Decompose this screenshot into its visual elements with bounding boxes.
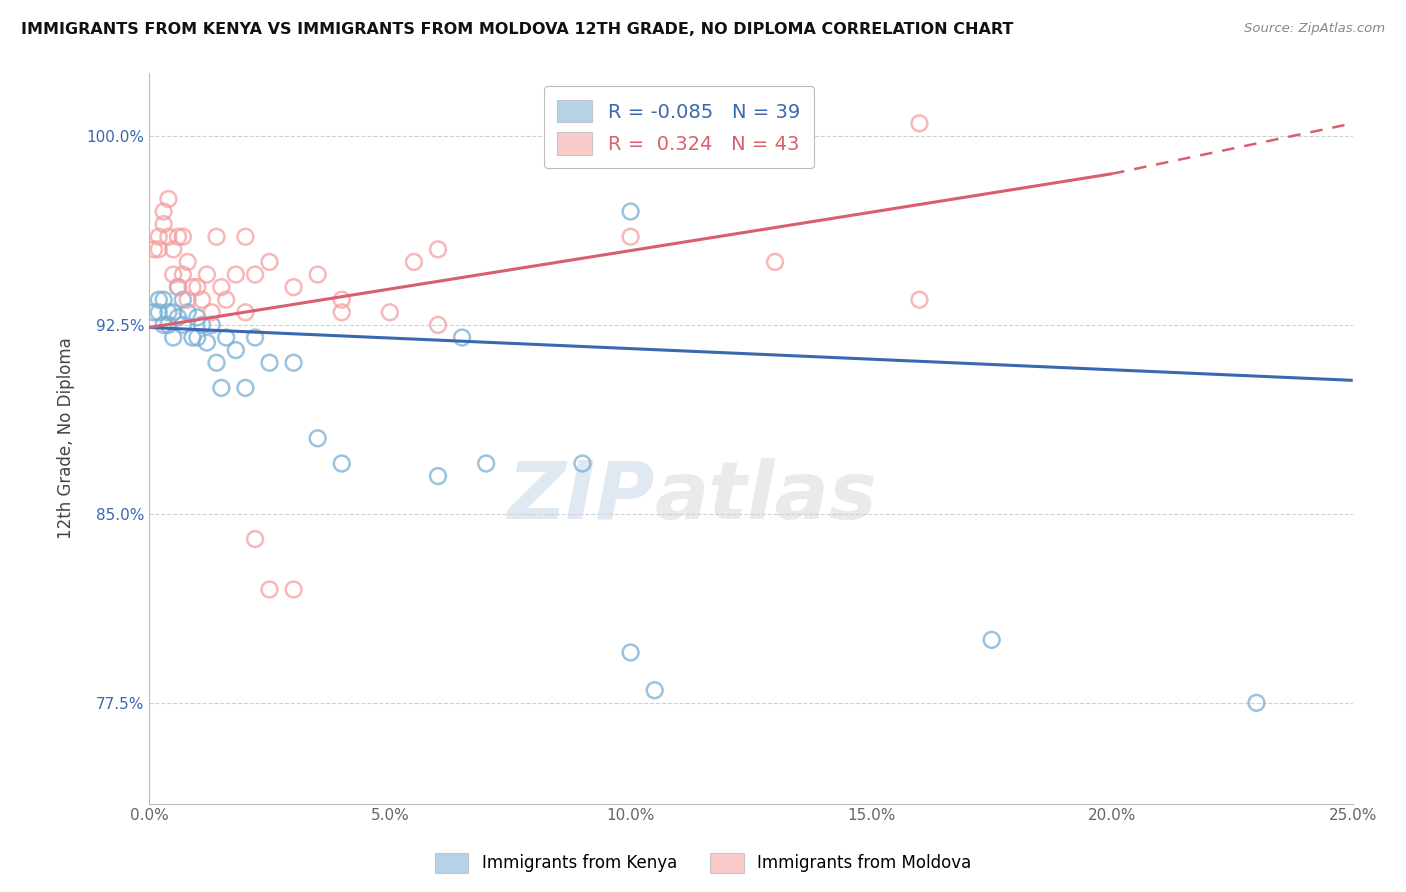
Point bbox=[259, 356, 281, 370]
Point bbox=[172, 229, 194, 244]
Y-axis label: 12th Grade, No Diploma: 12th Grade, No Diploma bbox=[58, 337, 75, 539]
Point bbox=[195, 268, 218, 282]
Point bbox=[451, 330, 474, 344]
Point bbox=[152, 204, 174, 219]
Point bbox=[172, 268, 194, 282]
Point bbox=[172, 293, 194, 307]
Point bbox=[167, 310, 190, 325]
Point bbox=[307, 431, 329, 445]
Point bbox=[259, 255, 281, 269]
Point bbox=[427, 469, 450, 483]
Point bbox=[143, 305, 166, 319]
Point bbox=[620, 645, 643, 659]
Legend: R = -0.085   N = 39, R =  0.324   N = 43: R = -0.085 N = 39, R = 0.324 N = 43 bbox=[544, 87, 814, 169]
Point bbox=[157, 318, 180, 332]
Point bbox=[186, 280, 208, 294]
Point bbox=[181, 330, 204, 344]
Text: IMMIGRANTS FROM KENYA VS IMMIGRANTS FROM MOLDOVA 12TH GRADE, NO DIPLOMA CORRELAT: IMMIGRANTS FROM KENYA VS IMMIGRANTS FROM… bbox=[21, 22, 1014, 37]
Point bbox=[201, 305, 224, 319]
Point bbox=[162, 305, 184, 319]
Point bbox=[908, 293, 931, 307]
Point bbox=[152, 217, 174, 231]
Point bbox=[644, 683, 666, 698]
Point bbox=[176, 305, 198, 319]
Point bbox=[205, 229, 228, 244]
Point bbox=[143, 243, 166, 257]
Point bbox=[330, 293, 353, 307]
Point bbox=[162, 330, 184, 344]
Point bbox=[330, 457, 353, 471]
Point bbox=[162, 243, 184, 257]
Point bbox=[162, 268, 184, 282]
Point bbox=[283, 280, 305, 294]
Point bbox=[330, 305, 353, 319]
Point bbox=[167, 280, 190, 294]
Point bbox=[225, 343, 247, 358]
Point bbox=[427, 243, 450, 257]
Point bbox=[191, 318, 214, 332]
Point bbox=[235, 381, 257, 395]
Point bbox=[980, 632, 1002, 647]
Text: atlas: atlas bbox=[655, 458, 877, 536]
Point bbox=[152, 318, 174, 332]
Point bbox=[148, 293, 170, 307]
Point bbox=[157, 229, 180, 244]
Point bbox=[195, 335, 218, 350]
Point bbox=[172, 318, 194, 332]
Point bbox=[157, 192, 180, 206]
Point bbox=[209, 381, 232, 395]
Point bbox=[148, 243, 170, 257]
Point bbox=[148, 229, 170, 244]
Point bbox=[186, 330, 208, 344]
Point bbox=[620, 204, 643, 219]
Point bbox=[157, 305, 180, 319]
Point bbox=[186, 310, 208, 325]
Point bbox=[176, 255, 198, 269]
Point bbox=[191, 293, 214, 307]
Point bbox=[176, 293, 198, 307]
Point bbox=[205, 356, 228, 370]
Point bbox=[283, 356, 305, 370]
Point bbox=[167, 280, 190, 294]
Point bbox=[307, 268, 329, 282]
Point bbox=[763, 255, 786, 269]
Point bbox=[243, 268, 266, 282]
Point bbox=[235, 305, 257, 319]
Point bbox=[148, 305, 170, 319]
Point bbox=[215, 330, 238, 344]
Point bbox=[402, 255, 425, 269]
Point bbox=[283, 582, 305, 597]
Point bbox=[243, 330, 266, 344]
Point bbox=[215, 293, 238, 307]
Text: Source: ZipAtlas.com: Source: ZipAtlas.com bbox=[1244, 22, 1385, 36]
Legend: Immigrants from Kenya, Immigrants from Moldova: Immigrants from Kenya, Immigrants from M… bbox=[429, 847, 977, 880]
Point bbox=[259, 582, 281, 597]
Point bbox=[225, 268, 247, 282]
Point bbox=[378, 305, 401, 319]
Point bbox=[571, 457, 593, 471]
Point bbox=[152, 293, 174, 307]
Point bbox=[201, 318, 224, 332]
Point bbox=[167, 229, 190, 244]
Text: ZIP: ZIP bbox=[508, 458, 655, 536]
Point bbox=[181, 280, 204, 294]
Point bbox=[620, 229, 643, 244]
Point bbox=[427, 318, 450, 332]
Point bbox=[209, 280, 232, 294]
Point bbox=[908, 116, 931, 130]
Point bbox=[235, 229, 257, 244]
Point bbox=[475, 457, 498, 471]
Point bbox=[1246, 696, 1268, 710]
Point bbox=[243, 532, 266, 546]
